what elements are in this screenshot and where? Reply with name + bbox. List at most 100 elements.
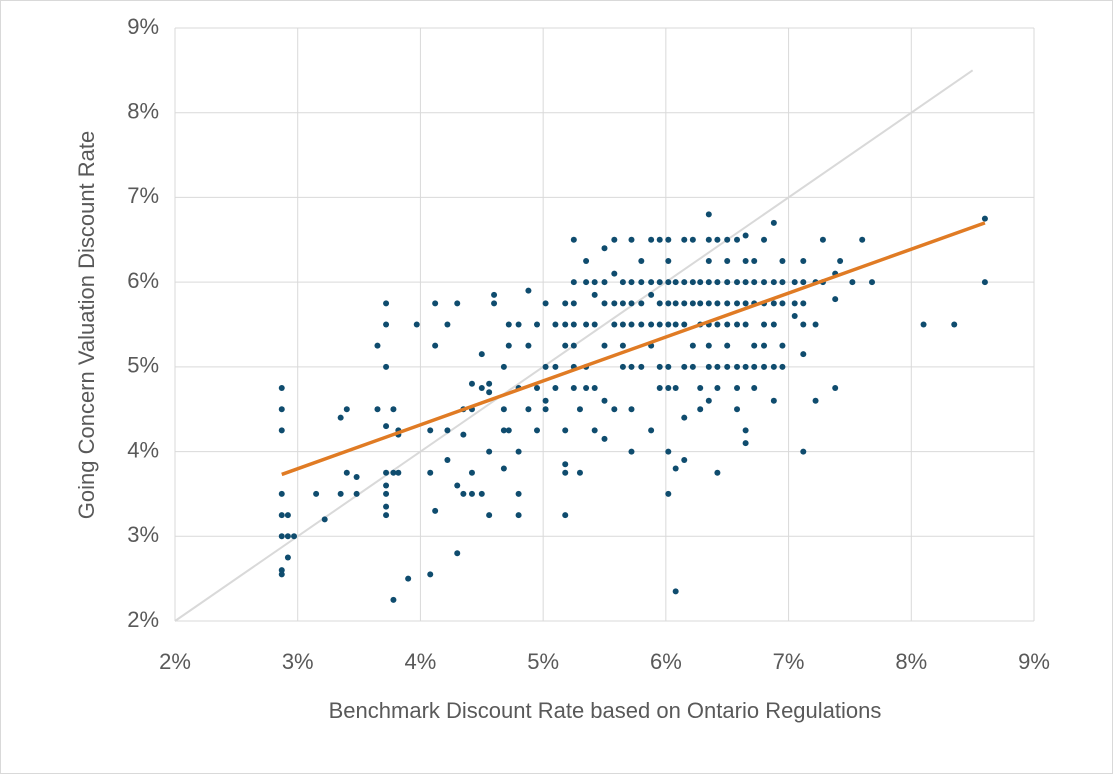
point	[515, 448, 522, 455]
point	[800, 257, 807, 264]
point	[689, 363, 696, 370]
point	[619, 342, 626, 349]
point	[337, 490, 344, 497]
point	[611, 236, 618, 243]
point	[343, 469, 350, 476]
point	[672, 588, 679, 595]
point	[638, 321, 645, 328]
point	[734, 363, 741, 370]
point	[770, 300, 777, 307]
point	[515, 321, 522, 328]
y-tick-label: 9%	[127, 14, 159, 39]
point	[981, 215, 988, 222]
point	[291, 533, 298, 540]
point	[734, 236, 741, 243]
point	[681, 300, 688, 307]
point	[951, 321, 958, 328]
point	[562, 427, 569, 434]
point	[534, 427, 541, 434]
point	[576, 406, 583, 413]
point	[383, 469, 390, 476]
point	[525, 406, 532, 413]
point	[656, 385, 663, 392]
point	[343, 406, 350, 413]
point	[681, 236, 688, 243]
point	[383, 503, 390, 510]
point	[751, 257, 758, 264]
point	[500, 427, 507, 434]
point	[601, 435, 608, 442]
point	[383, 363, 390, 370]
point	[278, 385, 285, 392]
point	[562, 512, 569, 519]
point	[665, 236, 672, 243]
point	[534, 385, 541, 392]
point	[734, 385, 741, 392]
point	[552, 363, 559, 370]
point	[742, 300, 749, 307]
point	[751, 363, 758, 370]
point	[601, 245, 608, 252]
point	[486, 512, 493, 519]
point	[742, 232, 749, 239]
point	[611, 270, 618, 277]
point	[770, 279, 777, 286]
point	[724, 257, 731, 264]
point	[656, 279, 663, 286]
point	[724, 342, 731, 349]
point	[681, 414, 688, 421]
point	[837, 257, 844, 264]
point	[583, 385, 590, 392]
point	[628, 279, 635, 286]
point	[515, 490, 522, 497]
point	[697, 385, 704, 392]
point	[562, 461, 569, 468]
point	[656, 363, 663, 370]
point	[800, 279, 807, 286]
point	[742, 363, 749, 370]
point	[779, 300, 786, 307]
point	[832, 385, 839, 392]
point	[454, 550, 461, 557]
x-tick-label: 8%	[895, 649, 927, 674]
point	[278, 490, 285, 497]
point	[689, 279, 696, 286]
point	[714, 363, 721, 370]
point	[570, 236, 577, 243]
point	[278, 571, 285, 578]
point	[611, 406, 618, 413]
point	[681, 457, 688, 464]
point	[697, 300, 704, 307]
point	[353, 490, 360, 497]
point	[648, 291, 655, 298]
point	[432, 342, 439, 349]
point	[337, 414, 344, 421]
point	[800, 321, 807, 328]
point	[525, 342, 532, 349]
point	[570, 300, 577, 307]
point	[383, 300, 390, 307]
point	[542, 406, 549, 413]
point	[534, 321, 541, 328]
point	[601, 342, 608, 349]
x-tick-label: 2%	[159, 649, 191, 674]
point	[751, 385, 758, 392]
point	[583, 321, 590, 328]
point	[656, 321, 663, 328]
point	[705, 236, 712, 243]
point	[542, 397, 549, 404]
point	[478, 490, 485, 497]
point	[628, 236, 635, 243]
point	[672, 321, 679, 328]
point	[665, 448, 672, 455]
point	[570, 385, 577, 392]
point	[665, 257, 672, 264]
point	[395, 469, 402, 476]
y-tick-label: 2%	[127, 607, 159, 632]
point	[689, 300, 696, 307]
point	[705, 279, 712, 286]
y-tick-label: 7%	[127, 183, 159, 208]
point	[734, 300, 741, 307]
point	[427, 469, 434, 476]
